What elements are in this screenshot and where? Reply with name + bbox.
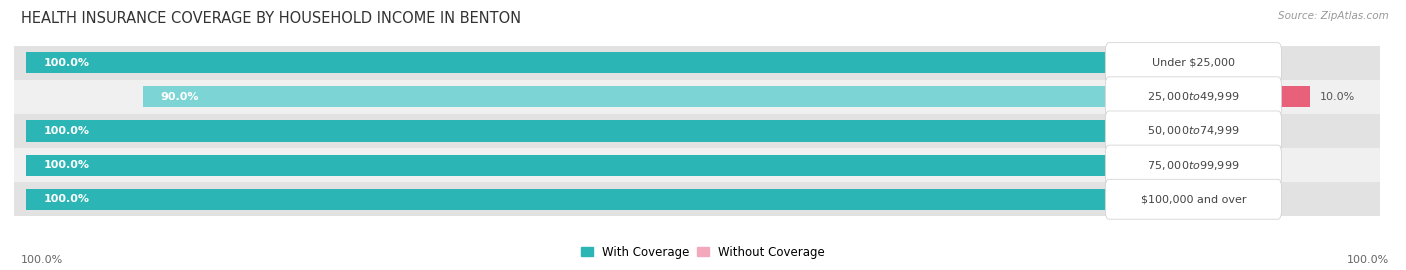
Bar	[1194, 52, 1234, 73]
Text: 100.0%: 100.0%	[21, 255, 63, 265]
Bar	[1194, 154, 1234, 176]
Bar	[25, 120, 1194, 141]
Text: $75,000 to $99,999: $75,000 to $99,999	[1147, 158, 1240, 171]
Text: 100.0%: 100.0%	[44, 194, 89, 204]
Bar	[14, 182, 1381, 216]
Text: $100,000 and over: $100,000 and over	[1140, 194, 1246, 204]
Legend: With Coverage, Without Coverage: With Coverage, Without Coverage	[581, 246, 825, 259]
Text: 0.0%: 0.0%	[1244, 126, 1272, 136]
Bar	[1194, 189, 1234, 210]
Bar	[25, 189, 1194, 210]
Bar	[1194, 120, 1234, 141]
Bar	[25, 154, 1194, 176]
FancyBboxPatch shape	[1105, 145, 1282, 185]
Text: $50,000 to $74,999: $50,000 to $74,999	[1147, 124, 1240, 137]
Text: Source: ZipAtlas.com: Source: ZipAtlas.com	[1278, 11, 1389, 21]
Text: 10.0%: 10.0%	[1320, 92, 1355, 102]
Text: 0.0%: 0.0%	[1244, 58, 1272, 68]
Text: HEALTH INSURANCE COVERAGE BY HOUSEHOLD INCOME IN BENTON: HEALTH INSURANCE COVERAGE BY HOUSEHOLD I…	[21, 11, 522, 26]
Text: 0.0%: 0.0%	[1244, 194, 1272, 204]
Bar	[14, 114, 1381, 148]
Bar	[14, 46, 1381, 80]
Text: 100.0%: 100.0%	[44, 58, 89, 68]
Bar	[142, 86, 1194, 107]
Text: $25,000 to $49,999: $25,000 to $49,999	[1147, 90, 1240, 103]
Bar	[1194, 86, 1310, 107]
Bar	[14, 80, 1381, 114]
Text: Under $25,000: Under $25,000	[1152, 58, 1234, 68]
FancyBboxPatch shape	[1105, 179, 1282, 219]
Text: 100.0%: 100.0%	[44, 160, 89, 170]
FancyBboxPatch shape	[1105, 111, 1282, 151]
Bar	[14, 148, 1381, 182]
Text: 100.0%: 100.0%	[44, 126, 89, 136]
Text: 0.0%: 0.0%	[1244, 160, 1272, 170]
Bar	[25, 52, 1194, 73]
FancyBboxPatch shape	[1105, 43, 1282, 83]
Text: 100.0%: 100.0%	[1347, 255, 1389, 265]
FancyBboxPatch shape	[1105, 77, 1282, 117]
Text: 90.0%: 90.0%	[160, 92, 198, 102]
